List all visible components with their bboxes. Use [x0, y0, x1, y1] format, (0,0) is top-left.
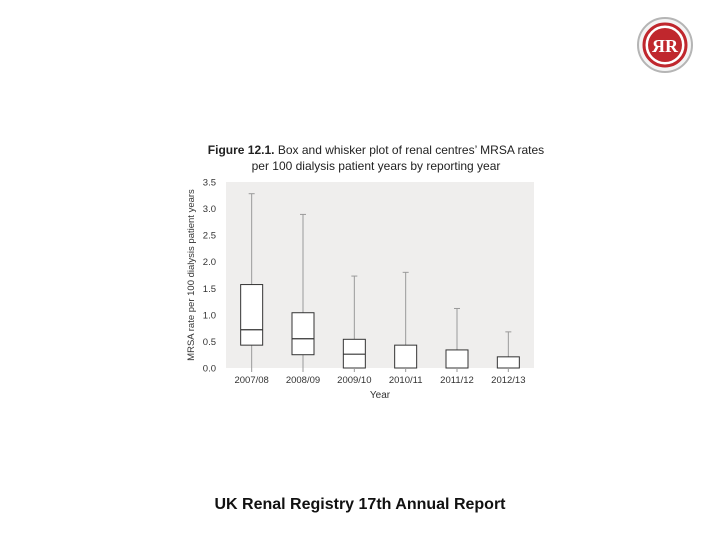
- y-tick-label: 2.0: [203, 257, 216, 268]
- y-tick-label: 0.5: [203, 337, 216, 348]
- figure-caption: Figure 12.1. Box and whisker plot of ren…: [205, 142, 547, 174]
- figure-caption-text: Box and whisker plot of renal centres’ M…: [251, 143, 545, 173]
- box-plot-chart: 0.0 0.5 1.0 1.5 2.0 2.5 3.0 3.5 2007/08 2008/09 20…: [186, 178, 534, 401]
- box: [496, 356, 520, 369]
- renal-registry-logo: ЯR: [637, 17, 693, 73]
- y-tick-label: 2.5: [203, 231, 216, 242]
- box: [445, 349, 469, 369]
- y-tick-label: 1.5: [203, 284, 216, 295]
- y-axis-label: MRSA rate per 100 dialysis patient years: [186, 189, 197, 361]
- y-tick-label: 3.0: [203, 204, 216, 215]
- x-tick-label: 2011/12: [440, 375, 474, 386]
- plot-area: [226, 182, 534, 368]
- box: [291, 312, 315, 356]
- figure-label: Figure 12.1.: [207, 143, 275, 157]
- y-tick-label: 0.0: [203, 364, 216, 375]
- x-tick-label: 2009/10: [337, 375, 371, 386]
- y-tick-label: 3.5: [203, 178, 216, 189]
- x-tick-label: 2007/08: [234, 375, 268, 386]
- x-tick-label: 2008/09: [286, 375, 320, 386]
- x-tick-label: 2010/11: [389, 375, 423, 386]
- report-footer: UK Renal Registry 17th Annual Report: [214, 496, 506, 513]
- box: [240, 284, 264, 346]
- x-axis-label: Year: [370, 390, 391, 401]
- x-tick-label: 2012/13: [491, 375, 525, 386]
- y-tick-label: 1.0: [203, 310, 216, 321]
- box: [394, 344, 418, 369]
- logo-text: ЯR: [652, 36, 679, 56]
